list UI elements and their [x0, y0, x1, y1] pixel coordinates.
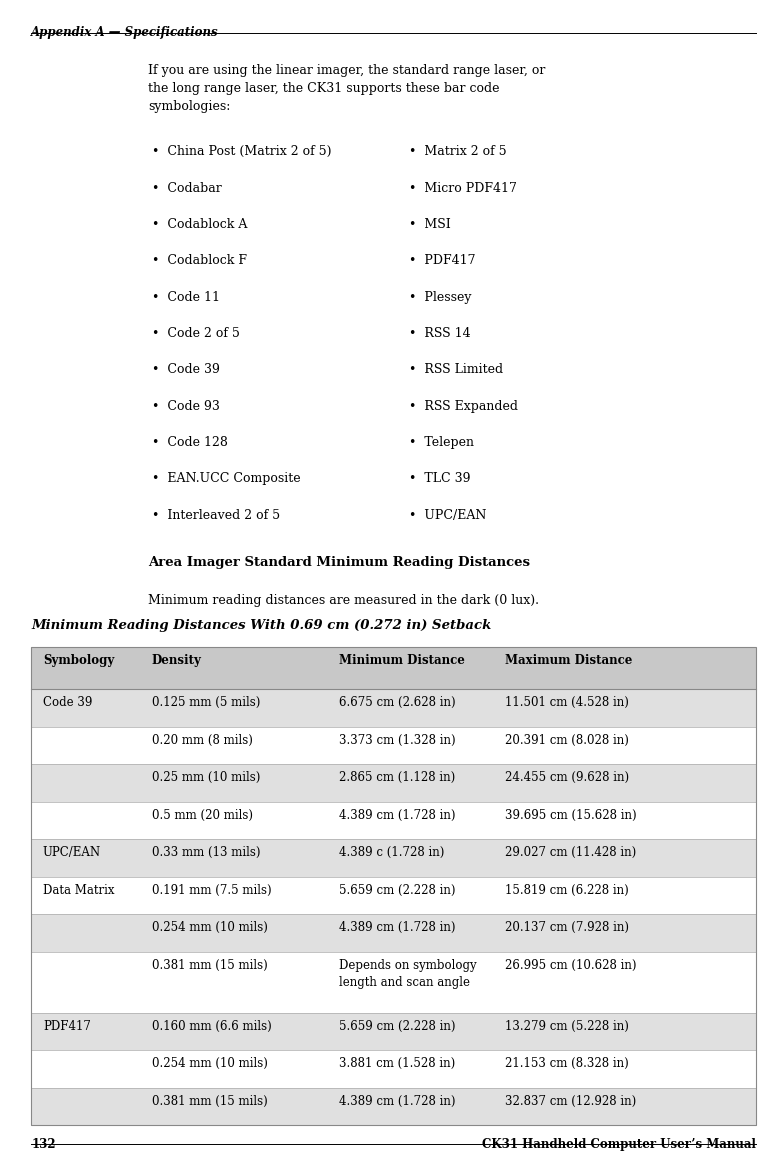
Bar	[31, 647, 756, 689]
Text: 4.389 cm (1.728 in): 4.389 cm (1.728 in)	[339, 921, 456, 934]
Bar	[31, 1013, 756, 1050]
Text: Density: Density	[152, 654, 202, 667]
Text: •  Codablock F: • Codablock F	[152, 254, 247, 267]
Text: PDF417: PDF417	[43, 1020, 90, 1033]
Text: 21.153 cm (8.328 in): 21.153 cm (8.328 in)	[505, 1057, 629, 1070]
Text: •  Codablock A: • Codablock A	[152, 218, 247, 231]
Bar	[31, 647, 756, 1125]
Text: •  Codabar: • Codabar	[152, 182, 222, 195]
Text: 15.819 cm (6.228 in): 15.819 cm (6.228 in)	[505, 884, 629, 897]
Text: Code 39: Code 39	[43, 696, 92, 709]
Bar	[31, 952, 756, 1013]
Text: Symbology: Symbology	[43, 654, 114, 667]
Text: 0.5 mm (20 mils): 0.5 mm (20 mils)	[152, 809, 253, 822]
Bar	[31, 727, 756, 764]
Text: 6.675 cm (2.628 in): 6.675 cm (2.628 in)	[339, 696, 456, 709]
Text: Area Imager Standard Minimum Reading Distances: Area Imager Standard Minimum Reading Dis…	[148, 556, 530, 568]
Text: Minimum reading distances are measured in the dark (0 lux).: Minimum reading distances are measured i…	[148, 594, 539, 607]
Text: 0.254 mm (10 mils): 0.254 mm (10 mils)	[152, 921, 268, 934]
Text: •  Code 2 of 5: • Code 2 of 5	[152, 327, 240, 340]
Text: •  TLC 39: • TLC 39	[409, 472, 471, 485]
Text: 2.865 cm (1.128 in): 2.865 cm (1.128 in)	[339, 771, 455, 784]
Text: 5.659 cm (2.228 in): 5.659 cm (2.228 in)	[339, 1020, 456, 1033]
Text: •  Code 128: • Code 128	[152, 436, 227, 449]
Text: 4.389 cm (1.728 in): 4.389 cm (1.728 in)	[339, 1095, 456, 1108]
Text: Minimum Reading Distances With 0.69 cm (0.272 in) Setback: Minimum Reading Distances With 0.69 cm (…	[31, 619, 492, 632]
Text: •  MSI: • MSI	[409, 218, 451, 231]
Text: •  RSS 14: • RSS 14	[409, 327, 471, 340]
Text: 0.254 mm (10 mils): 0.254 mm (10 mils)	[152, 1057, 268, 1070]
Bar	[31, 764, 756, 802]
Text: •  Plessey: • Plessey	[409, 291, 471, 304]
Text: •  PDF417: • PDF417	[409, 254, 475, 267]
Bar	[31, 689, 756, 727]
Bar	[31, 914, 756, 952]
Text: •  Telepen: • Telepen	[409, 436, 474, 449]
Bar	[31, 1088, 756, 1125]
Text: 0.191 mm (7.5 mils): 0.191 mm (7.5 mils)	[152, 884, 272, 897]
Text: 0.381 mm (15 mils): 0.381 mm (15 mils)	[152, 959, 268, 972]
Text: Appendix A — Specifications: Appendix A — Specifications	[31, 26, 219, 39]
Text: •  Code 11: • Code 11	[152, 291, 220, 304]
Text: 0.381 mm (15 mils): 0.381 mm (15 mils)	[152, 1095, 268, 1108]
Text: •  UPC/EAN: • UPC/EAN	[409, 509, 486, 522]
Text: 5.659 cm (2.228 in): 5.659 cm (2.228 in)	[339, 884, 456, 897]
Text: 24.455 cm (9.628 in): 24.455 cm (9.628 in)	[505, 771, 629, 784]
Text: 26.995 cm (10.628 in): 26.995 cm (10.628 in)	[505, 959, 636, 972]
Text: 4.389 cm (1.728 in): 4.389 cm (1.728 in)	[339, 809, 456, 822]
Text: 39.695 cm (15.628 in): 39.695 cm (15.628 in)	[505, 809, 636, 822]
Text: 4.389 c (1.728 in): 4.389 c (1.728 in)	[339, 846, 444, 859]
Text: 3.373 cm (1.328 in): 3.373 cm (1.328 in)	[339, 734, 456, 747]
Text: 11.501 cm (4.528 in): 11.501 cm (4.528 in)	[505, 696, 629, 709]
Text: CK31 Handheld Computer User’s Manual: CK31 Handheld Computer User’s Manual	[481, 1138, 756, 1151]
Text: 20.391 cm (8.028 in): 20.391 cm (8.028 in)	[505, 734, 629, 747]
Text: 13.279 cm (5.228 in): 13.279 cm (5.228 in)	[505, 1020, 629, 1033]
Text: Depends on symbology
length and scan angle: Depends on symbology length and scan ang…	[339, 959, 477, 989]
Bar	[31, 802, 756, 839]
Text: 132: 132	[31, 1138, 56, 1151]
Text: Maximum Distance: Maximum Distance	[505, 654, 633, 667]
Bar	[31, 1050, 756, 1088]
Bar	[31, 877, 756, 914]
Text: 3.881 cm (1.528 in): 3.881 cm (1.528 in)	[339, 1057, 455, 1070]
Text: Data Matrix: Data Matrix	[43, 884, 115, 897]
Text: •  Code 39: • Code 39	[152, 363, 220, 376]
Text: 0.33 mm (13 mils): 0.33 mm (13 mils)	[152, 846, 260, 859]
Text: UPC/EAN: UPC/EAN	[43, 846, 101, 859]
Text: •  Matrix 2 of 5: • Matrix 2 of 5	[409, 145, 506, 158]
Text: •  Micro PDF417: • Micro PDF417	[409, 182, 516, 195]
Text: If you are using the linear imager, the standard range laser, or
the long range : If you are using the linear imager, the …	[148, 64, 545, 114]
Text: 0.160 mm (6.6 mils): 0.160 mm (6.6 mils)	[152, 1020, 272, 1033]
Text: 0.125 mm (5 mils): 0.125 mm (5 mils)	[152, 696, 260, 709]
Text: 32.837 cm (12.928 in): 32.837 cm (12.928 in)	[505, 1095, 636, 1108]
Text: Minimum Distance: Minimum Distance	[339, 654, 465, 667]
Text: •  RSS Expanded: • RSS Expanded	[409, 400, 518, 413]
Text: •  RSS Limited: • RSS Limited	[409, 363, 503, 376]
Text: •  Code 93: • Code 93	[152, 400, 220, 413]
Text: 29.027 cm (11.428 in): 29.027 cm (11.428 in)	[505, 846, 636, 859]
Text: 0.25 mm (10 mils): 0.25 mm (10 mils)	[152, 771, 260, 784]
Text: •  Interleaved 2 of 5: • Interleaved 2 of 5	[152, 509, 280, 522]
Text: 20.137 cm (7.928 in): 20.137 cm (7.928 in)	[505, 921, 629, 934]
Bar	[31, 839, 756, 877]
Text: 0.20 mm (8 mils): 0.20 mm (8 mils)	[152, 734, 252, 747]
Text: •  China Post (Matrix 2 of 5): • China Post (Matrix 2 of 5)	[152, 145, 331, 158]
Text: •  EAN.UCC Composite: • EAN.UCC Composite	[152, 472, 301, 485]
